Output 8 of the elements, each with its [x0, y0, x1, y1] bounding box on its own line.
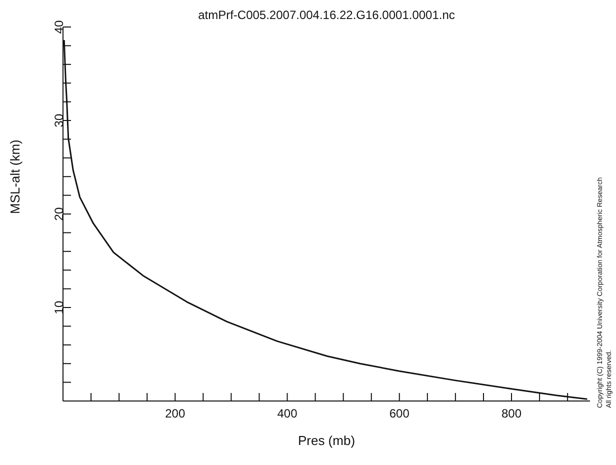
y-axis-title: MSL-alt (km)	[8, 140, 23, 214]
y-tick-label: 40	[52, 20, 66, 34]
x-axis-title: Pres (mb)	[298, 433, 356, 448]
x-tick-label: 600	[389, 406, 410, 421]
x-tick-label: 800	[501, 406, 522, 421]
x-tick-label: 400	[277, 406, 298, 421]
x-tick-label: 200	[165, 406, 186, 421]
chart-title: atmPrf-C005.2007.004.16.22.G16.0001.0001.nc	[197, 8, 456, 22]
